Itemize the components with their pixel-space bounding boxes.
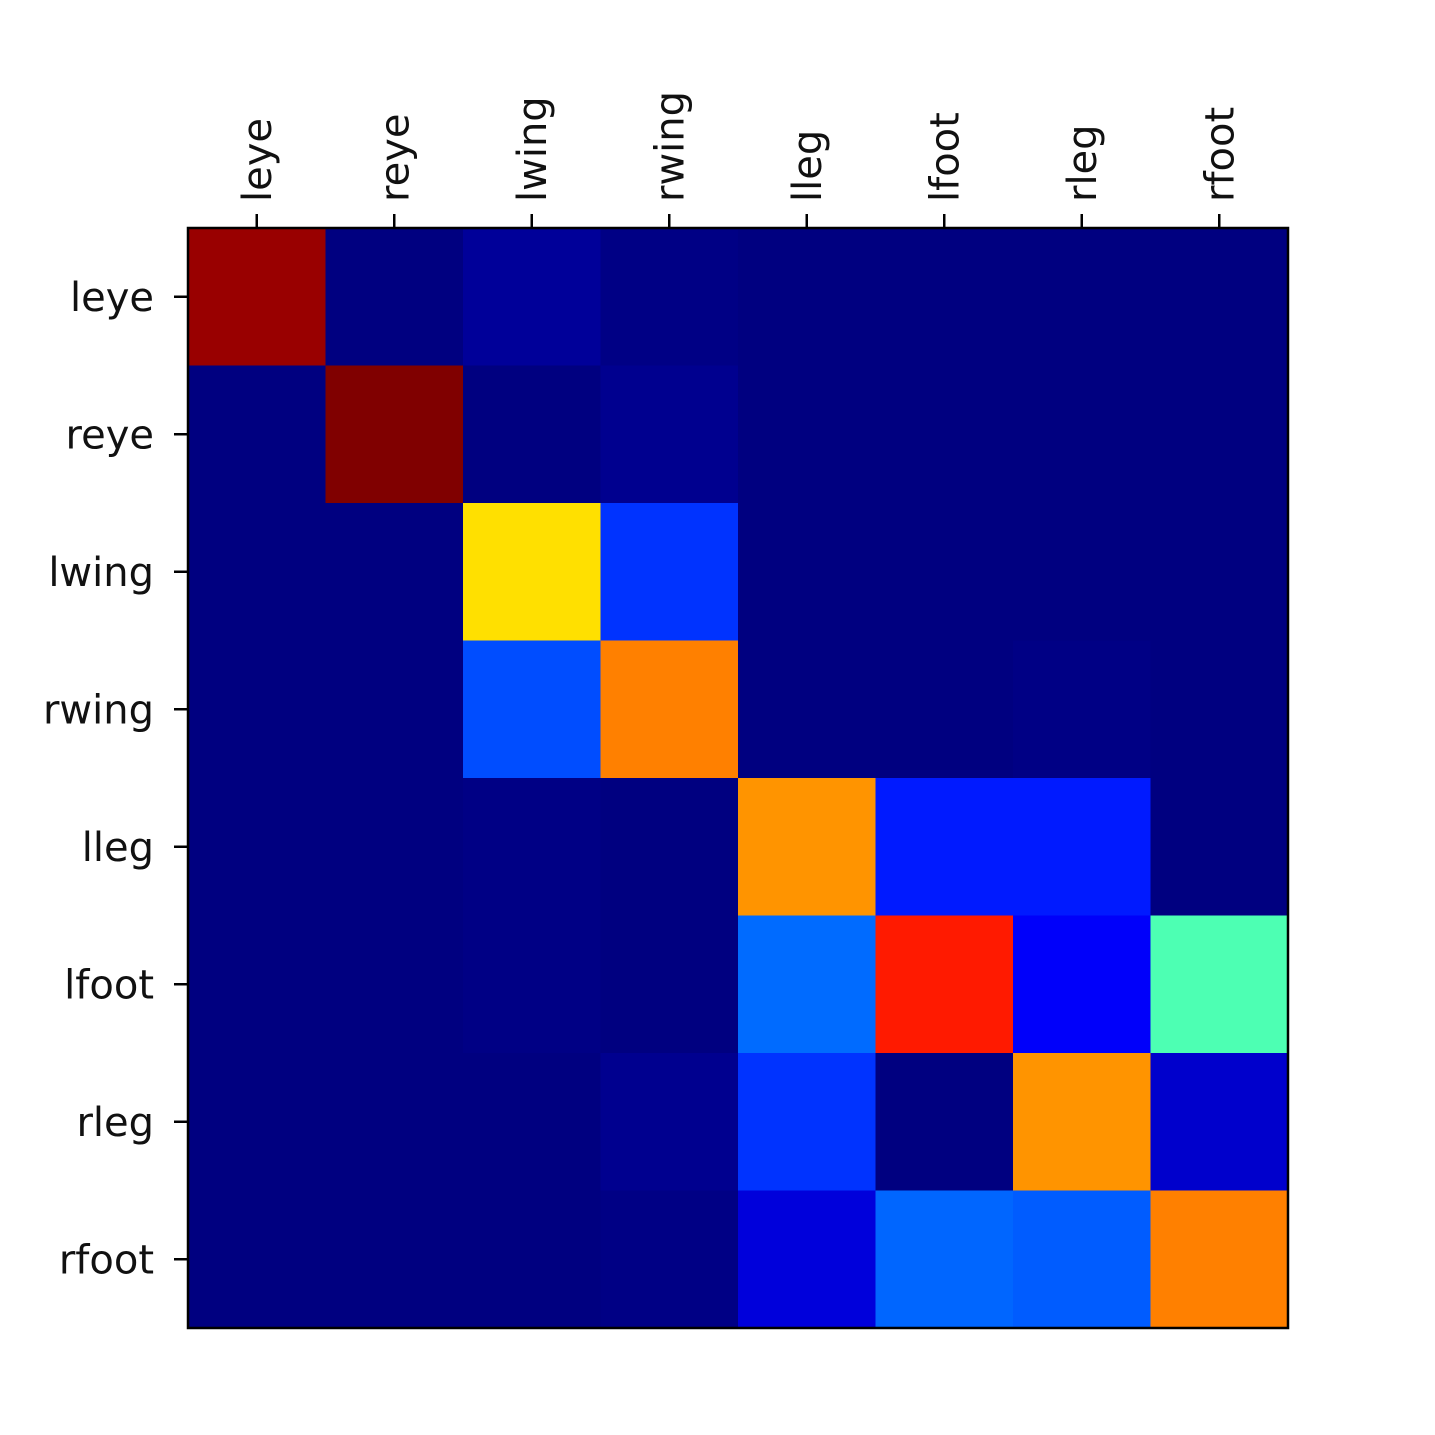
heatmap-cell bbox=[325, 1053, 464, 1191]
heatmap-cell bbox=[738, 228, 876, 366]
heatmap-cell bbox=[875, 915, 1014, 1054]
heatmap-cell bbox=[738, 915, 876, 1054]
heatmap-cell bbox=[463, 503, 601, 641]
heatmap-cell bbox=[463, 365, 601, 504]
heatmap-cell bbox=[325, 778, 464, 916]
heatmap-cell bbox=[1013, 503, 1151, 641]
heatmap-cell bbox=[1013, 778, 1151, 916]
heatmap-cell bbox=[875, 228, 1014, 366]
y-tick-label: reye bbox=[66, 412, 154, 458]
heatmap-cell bbox=[1150, 1190, 1289, 1329]
heatmap-cell bbox=[738, 1190, 876, 1329]
heatmap-cell bbox=[1150, 503, 1289, 641]
heatmap-cell bbox=[738, 778, 876, 916]
heatmap-cell bbox=[463, 1190, 601, 1329]
heatmap-cell bbox=[188, 640, 326, 779]
heatmap-cell bbox=[875, 503, 1014, 641]
heatmap-cell bbox=[738, 365, 876, 504]
x-tick-label: rfoot bbox=[1197, 107, 1243, 202]
heatmap-cell bbox=[875, 778, 1014, 916]
heatmap-cell bbox=[325, 228, 464, 366]
heatmap-cell bbox=[1150, 640, 1289, 779]
heatmap-cell bbox=[1150, 1053, 1289, 1191]
y-tick-label: lleg bbox=[82, 825, 154, 871]
heatmap-cell bbox=[188, 365, 326, 504]
heatmap-cell bbox=[1150, 365, 1289, 504]
heatmap-cell bbox=[875, 1190, 1014, 1329]
heatmap-cell bbox=[600, 915, 739, 1054]
heatmap-cell bbox=[875, 365, 1014, 504]
heatmap-cell bbox=[738, 503, 876, 641]
heatmap-cell bbox=[463, 915, 601, 1054]
x-tick-label: lleg bbox=[785, 130, 831, 202]
x-tick-label: reye bbox=[372, 114, 418, 202]
heatmap-cell bbox=[188, 1190, 326, 1329]
heatmap-cell bbox=[188, 503, 326, 641]
heatmap-cell bbox=[1013, 228, 1151, 366]
y-tick-label: rwing bbox=[43, 687, 154, 733]
x-tick-label: leye bbox=[235, 118, 281, 202]
x-tick-label: lwing bbox=[510, 96, 556, 202]
heatmap-cell bbox=[325, 1190, 464, 1329]
heatmap-cell bbox=[463, 1053, 601, 1191]
heatmap-cell bbox=[600, 503, 739, 641]
heatmap-cell bbox=[600, 778, 739, 916]
heatmap-cell bbox=[325, 915, 464, 1054]
heatmap-cell bbox=[600, 365, 739, 504]
heatmap-cell bbox=[188, 1053, 326, 1191]
y-tick-label: lwing bbox=[48, 550, 154, 596]
heatmap-cell bbox=[1013, 915, 1151, 1054]
heatmap-cell bbox=[1150, 915, 1289, 1054]
heatmap-cell bbox=[1013, 1053, 1151, 1191]
y-tick-label: rfoot bbox=[59, 1237, 154, 1283]
y-tick-label: lfoot bbox=[64, 962, 154, 1008]
heatmap-cell bbox=[463, 778, 601, 916]
heatmap-cell bbox=[738, 1053, 876, 1191]
heatmap-cell bbox=[1150, 228, 1289, 366]
heatmap-cell bbox=[1013, 640, 1151, 779]
heatmap-cell bbox=[1013, 365, 1151, 504]
plot-frame bbox=[186, 226, 1290, 1330]
y-tick-label: leye bbox=[70, 275, 154, 321]
heatmap-cell bbox=[188, 778, 326, 916]
heatmap-cell bbox=[463, 228, 601, 366]
heatmap-cell bbox=[188, 228, 326, 366]
heatmap-cell bbox=[325, 640, 464, 779]
heatmap-cell bbox=[875, 640, 1014, 779]
heatmap-cell bbox=[1150, 778, 1289, 916]
heatmap-cell bbox=[1013, 1190, 1151, 1329]
heatmap-cell bbox=[600, 1053, 739, 1191]
heatmap-cell bbox=[188, 915, 326, 1054]
heatmap-cell bbox=[463, 640, 601, 779]
y-tick-label: rleg bbox=[76, 1100, 154, 1146]
x-tick-label: rwing bbox=[647, 91, 693, 202]
heatmap-cell bbox=[600, 228, 739, 366]
x-tick-label: lfoot bbox=[922, 112, 968, 202]
heatmap-cell bbox=[600, 640, 739, 779]
heatmap-cell bbox=[875, 1053, 1014, 1191]
heatmap-cell bbox=[325, 365, 464, 504]
heatmap-cell bbox=[600, 1190, 739, 1329]
heatmap-cell bbox=[738, 640, 876, 779]
x-tick-label: rleg bbox=[1060, 124, 1106, 202]
heatmap-cell bbox=[325, 503, 464, 641]
